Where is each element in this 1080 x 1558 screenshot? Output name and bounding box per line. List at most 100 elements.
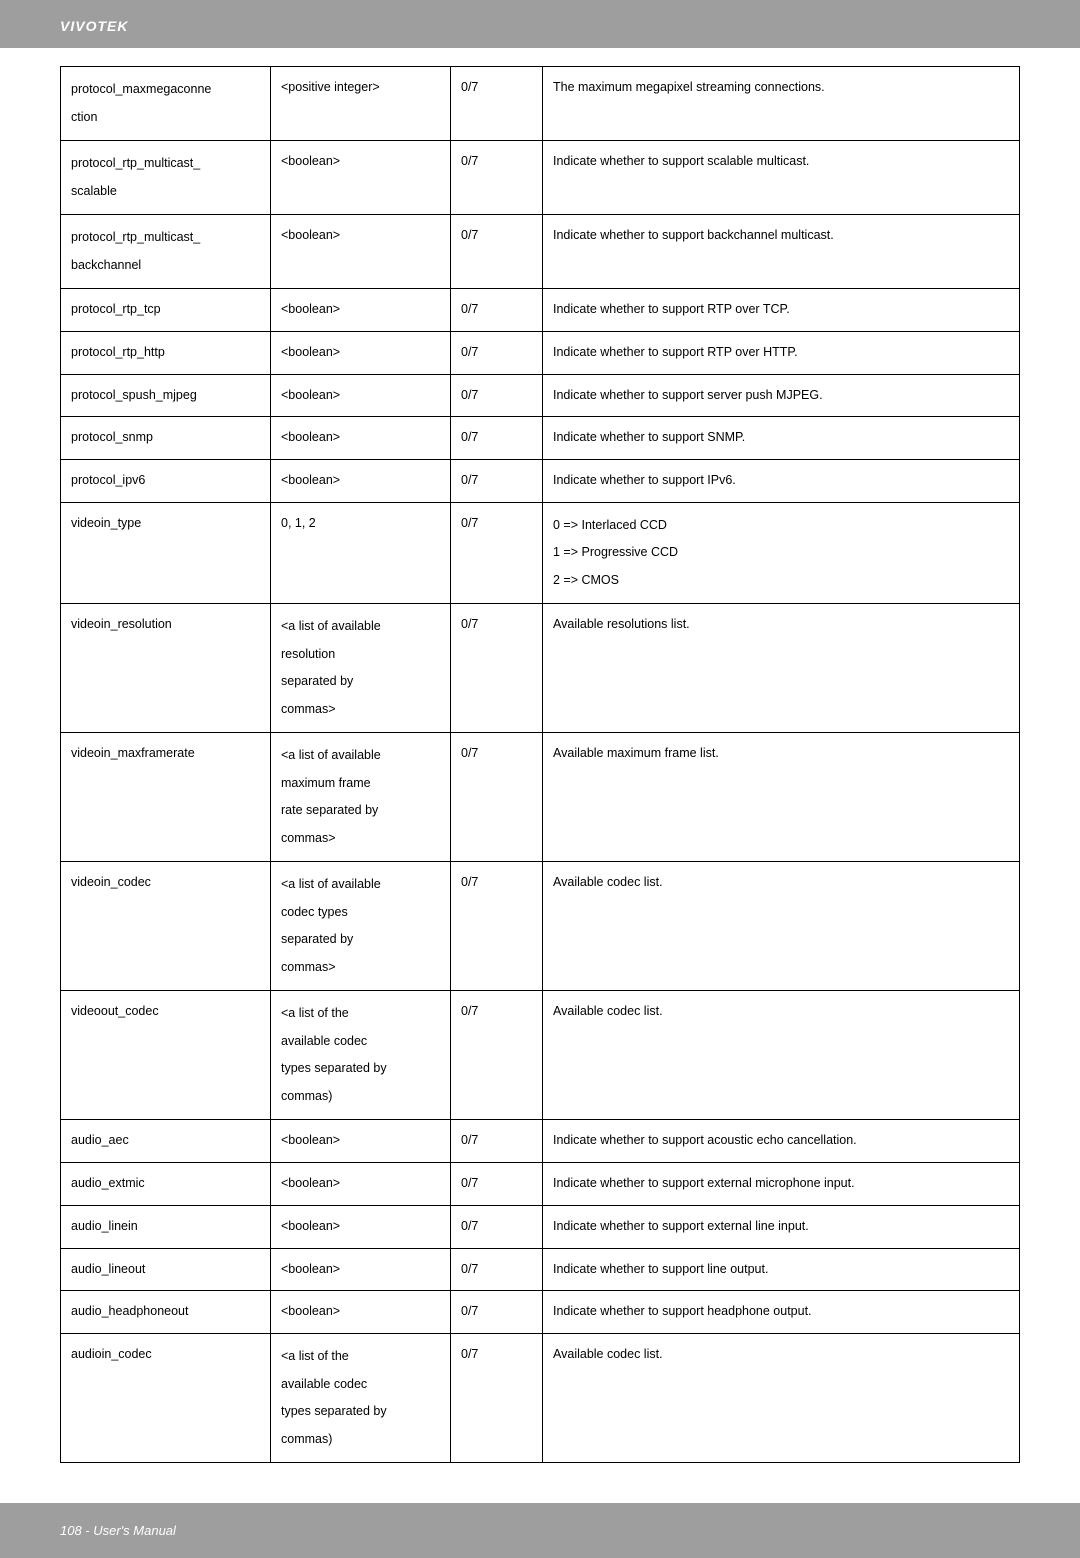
table-row: audio_linein<boolean>0/7Indicate whether… [61, 1205, 1020, 1248]
table-cell: protocol_rtp_multicast_ scalable [61, 141, 271, 215]
table-cell: protocol_rtp_tcp [61, 289, 271, 332]
table-cell: videoin_type [61, 502, 271, 604]
table-cell: Indicate whether to support SNMP. [543, 417, 1020, 460]
table-cell: 0/7 [451, 1291, 543, 1334]
table-cell: 0/7 [451, 374, 543, 417]
table-cell: protocol_maxmegaconne ction [61, 67, 271, 141]
table-cell: 0/7 [451, 502, 543, 604]
table-cell: <boolean> [271, 289, 451, 332]
table-cell: <a list of the available codec types sep… [271, 1334, 451, 1463]
table-cell: audio_lineout [61, 1248, 271, 1291]
table-row: protocol_spush_mjpeg<boolean>0/7Indicate… [61, 374, 1020, 417]
table-cell: 0/7 [451, 604, 543, 733]
table-cell: <a list of the available codec types sep… [271, 991, 451, 1120]
table-cell: audio_linein [61, 1205, 271, 1248]
table-row: videoin_resolution<a list of available r… [61, 604, 1020, 733]
table-cell: 0/7 [451, 1334, 543, 1463]
table-cell: <boolean> [271, 215, 451, 289]
table-cell: Indicate whether to support line output. [543, 1248, 1020, 1291]
table-row: protocol_rtp_tcp<boolean>0/7Indicate whe… [61, 289, 1020, 332]
footer-bar: 108 - User's Manual [0, 1503, 1080, 1558]
table-row: protocol_rtp_multicast_ backchannel<bool… [61, 215, 1020, 289]
table-cell: <boolean> [271, 417, 451, 460]
table-cell: Indicate whether to support IPv6. [543, 460, 1020, 503]
table-cell: <a list of available resolution separate… [271, 604, 451, 733]
table-cell: 0/7 [451, 1120, 543, 1163]
header-bar: VIVOTEK [0, 0, 1080, 48]
table-cell: Indicate whether to support headphone ou… [543, 1291, 1020, 1334]
table-cell: audioin_codec [61, 1334, 271, 1463]
table-cell: 0/7 [451, 417, 543, 460]
table-cell: audio_headphoneout [61, 1291, 271, 1334]
table-row: protocol_maxmegaconne ction<positive int… [61, 67, 1020, 141]
table-cell: videoin_resolution [61, 604, 271, 733]
table-cell: videoout_codec [61, 991, 271, 1120]
table-cell: 0/7 [451, 1205, 543, 1248]
table-row: audio_headphoneout<boolean>0/7Indicate w… [61, 1291, 1020, 1334]
table-cell: Available resolutions list. [543, 604, 1020, 733]
table-cell: videoin_maxframerate [61, 733, 271, 862]
table-cell: Indicate whether to support scalable mul… [543, 141, 1020, 215]
table-row: protocol_rtp_multicast_ scalable<boolean… [61, 141, 1020, 215]
table-cell: Available maximum frame list. [543, 733, 1020, 862]
table-row: videoin_codec<a list of available codec … [61, 862, 1020, 991]
table-cell: protocol_snmp [61, 417, 271, 460]
content-area: protocol_maxmegaconne ction<positive int… [0, 48, 1080, 1503]
table-cell: 0/7 [451, 331, 543, 374]
brand-label: VIVOTEK [60, 18, 1020, 34]
table-cell: <boolean> [271, 460, 451, 503]
table-cell: protocol_rtp_http [61, 331, 271, 374]
table-cell: <boolean> [271, 1163, 451, 1206]
table-cell: <boolean> [271, 1205, 451, 1248]
table-cell: <a list of available maximum frame rate … [271, 733, 451, 862]
table-cell: Indicate whether to support RTP over TCP… [543, 289, 1020, 332]
table-cell: audio_extmic [61, 1163, 271, 1206]
table-cell: 0/7 [451, 460, 543, 503]
table-cell: videoin_codec [61, 862, 271, 991]
table-cell: 0, 1, 2 [271, 502, 451, 604]
table-cell: protocol_ipv6 [61, 460, 271, 503]
table-cell: Available codec list. [543, 862, 1020, 991]
table-row: audio_aec<boolean>0/7Indicate whether to… [61, 1120, 1020, 1163]
table-cell: 0/7 [451, 991, 543, 1120]
table-cell: <boolean> [271, 1291, 451, 1334]
table-cell: 0/7 [451, 141, 543, 215]
table-cell: Indicate whether to support external lin… [543, 1205, 1020, 1248]
table-cell: <boolean> [271, 374, 451, 417]
table-cell: <boolean> [271, 1248, 451, 1291]
parameter-table: protocol_maxmegaconne ction<positive int… [60, 66, 1020, 1463]
footer-text: 108 - User's Manual [60, 1523, 1020, 1538]
table-cell: audio_aec [61, 1120, 271, 1163]
table-cell: 0/7 [451, 1163, 543, 1206]
table-cell: <a list of available codec types separat… [271, 862, 451, 991]
table-cell: Indicate whether to support server push … [543, 374, 1020, 417]
table-cell: Available codec list. [543, 1334, 1020, 1463]
table-cell: Indicate whether to support backchannel … [543, 215, 1020, 289]
table-cell: 0/7 [451, 215, 543, 289]
table-cell: Indicate whether to support external mic… [543, 1163, 1020, 1206]
table-row: videoin_maxframerate<a list of available… [61, 733, 1020, 862]
table-cell: Indicate whether to support acoustic ech… [543, 1120, 1020, 1163]
table-row: videoin_type0, 1, 20/70 => Interlaced CC… [61, 502, 1020, 604]
table-cell: <positive integer> [271, 67, 451, 141]
table-row: audio_extmic<boolean>0/7Indicate whether… [61, 1163, 1020, 1206]
table-cell: 0/7 [451, 862, 543, 991]
table-cell: 0 => Interlaced CCD 1 => Progressive CCD… [543, 502, 1020, 604]
table-cell: 0/7 [451, 733, 543, 862]
table-row: audioin_codec<a list of the available co… [61, 1334, 1020, 1463]
table-row: audio_lineout<boolean>0/7Indicate whethe… [61, 1248, 1020, 1291]
table-row: protocol_rtp_http<boolean>0/7Indicate wh… [61, 331, 1020, 374]
table-cell: The maximum megapixel streaming connecti… [543, 67, 1020, 141]
table-cell: Available codec list. [543, 991, 1020, 1120]
table-cell: Indicate whether to support RTP over HTT… [543, 331, 1020, 374]
table-cell: protocol_rtp_multicast_ backchannel [61, 215, 271, 289]
table-cell: protocol_spush_mjpeg [61, 374, 271, 417]
table-cell: <boolean> [271, 1120, 451, 1163]
table-cell: 0/7 [451, 289, 543, 332]
table-row: videoout_codec<a list of the available c… [61, 991, 1020, 1120]
table-cell: <boolean> [271, 331, 451, 374]
page: VIVOTEK protocol_maxmegaconne ction<posi… [0, 0, 1080, 1558]
table-cell: 0/7 [451, 1248, 543, 1291]
table-body: protocol_maxmegaconne ction<positive int… [61, 67, 1020, 1463]
table-row: protocol_snmp<boolean>0/7Indicate whethe… [61, 417, 1020, 460]
